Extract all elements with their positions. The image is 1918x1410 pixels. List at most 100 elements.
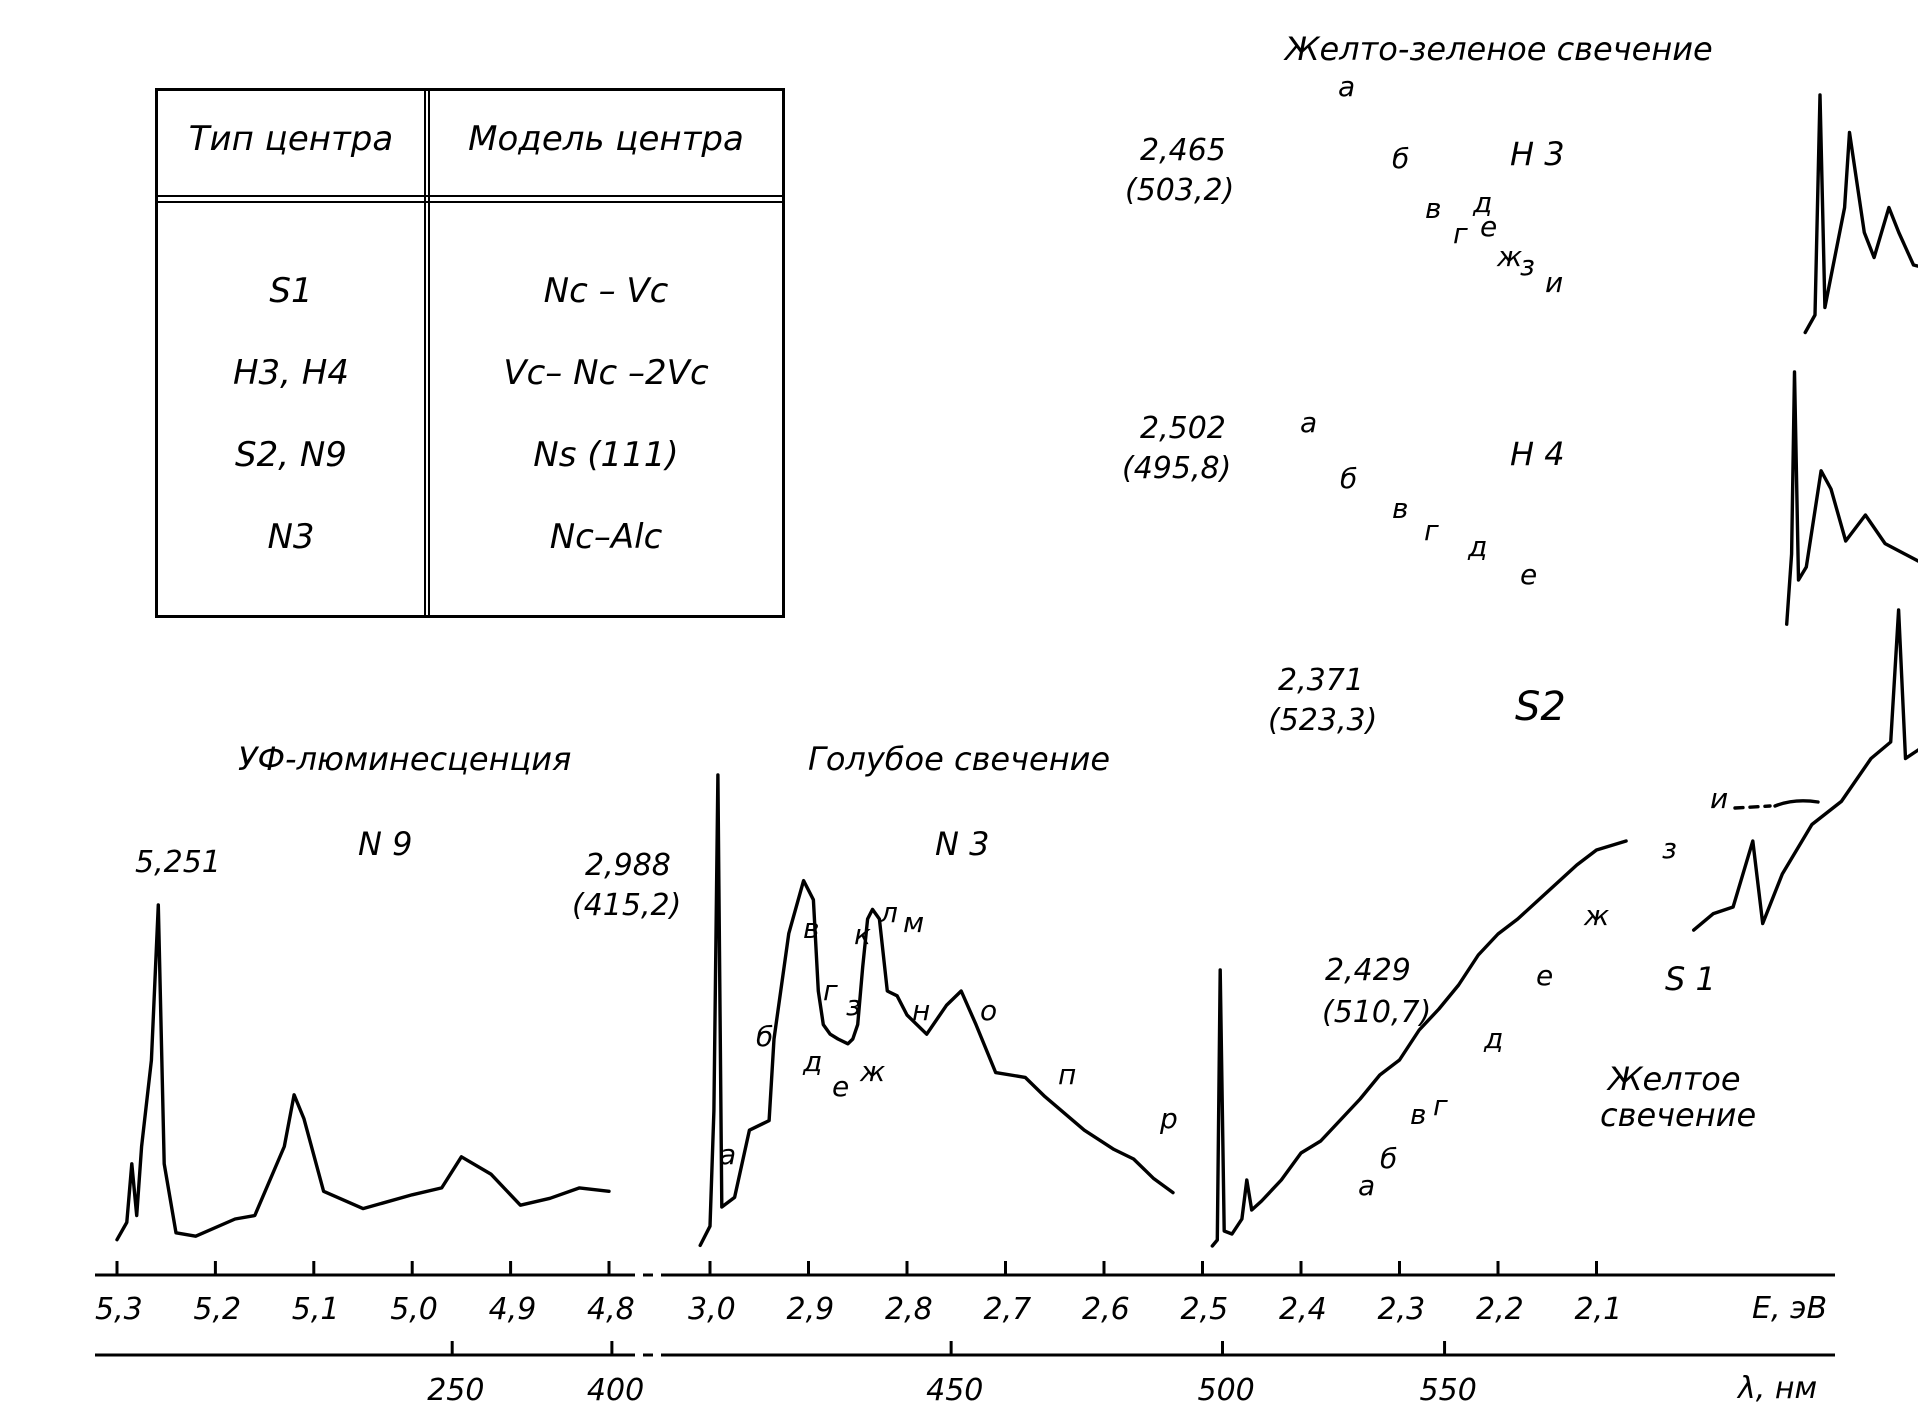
spectrum-curve-s1-tail [1733, 804, 1772, 810]
line-letter-h3: б [1392, 142, 1409, 175]
zpl-label-s2: 2,371 [1278, 663, 1364, 698]
spectrum-curve-s1 [1210, 839, 1628, 1248]
energy-ticks-left: 5,3 5,2 5,1 5,0 4,9 4,8 [95, 1261, 635, 1327]
line-letter-s1: е [1536, 959, 1553, 992]
energy-axis-label: E, эВ [1752, 1291, 1827, 1326]
line-letter-h3: з [1520, 249, 1535, 282]
energy-tick-label: 2,8 [885, 1292, 933, 1327]
table-column-divider [424, 91, 430, 615]
wavelength-tick-label: 400 [587, 1373, 644, 1408]
energy-tick-label: 2,5 [1181, 1292, 1229, 1327]
zpl-label-h4: 2,502 [1140, 411, 1226, 446]
line-letter-n3: б [756, 1020, 773, 1053]
line-letter-n3: о [980, 994, 997, 1027]
table-cell-model: Ns (111) [533, 435, 679, 475]
line-letter-n3: д [802, 1045, 822, 1078]
line-letter-n3: л [879, 896, 898, 929]
energy-tick-label: 2,4 [1279, 1292, 1327, 1327]
group-title-yellow-line1: Желтое [1606, 1060, 1741, 1098]
line-letter-h3: е [1480, 210, 1497, 243]
table-header-model: Модель центра [468, 119, 744, 159]
table-header-type: Тип центра [188, 119, 394, 159]
line-letter-h4: б [1340, 462, 1357, 495]
line-letter-n3: р [1159, 1102, 1178, 1135]
line-letter-s1: а [1358, 1169, 1375, 1202]
table-cell-model: Nc – Vc [543, 271, 669, 311]
energy-tick-label: 2,7 [984, 1292, 1032, 1327]
energy-tick-label: 4,9 [489, 1292, 537, 1327]
spectrum-name-n3: N 3 [935, 825, 989, 863]
line-letter-n3: п [1058, 1058, 1076, 1091]
line-letter-h4: а [1300, 406, 1317, 439]
energy-tick-label: 2,3 [1378, 1292, 1426, 1327]
energy-tick-label: 5,2 [193, 1292, 241, 1327]
energy-tick-label: 5,1 [292, 1292, 340, 1327]
wavelength-tick-label: 500 [1198, 1373, 1255, 1408]
wavelength-ticks: 250 400 450 500 550 [427, 1341, 1477, 1408]
energy-tick-label: 2,9 [787, 1292, 835, 1327]
line-letter-h3: г [1453, 217, 1468, 250]
line-letter-s1: б [1380, 1142, 1397, 1175]
center-table: Тип центра Модель центра S1 Nc – Vc H3, … [155, 88, 785, 618]
line-letter-h3: а [1338, 70, 1355, 103]
energy-tick-label: 2,6 [1082, 1292, 1130, 1327]
line-letter-s1: з [1662, 832, 1677, 865]
group-title-yellow: Желтое свечение [1600, 1060, 1756, 1134]
spectrum-curve-h3 [1803, 93, 1918, 335]
spectrum-name-h4: Н 4 [1510, 435, 1565, 473]
line-letter-h4: е [1520, 558, 1537, 591]
spectrum-curve-n3 [698, 773, 1175, 1248]
line-letter-n3: е [832, 1070, 849, 1103]
line-letter-h3: в [1425, 192, 1442, 225]
energy-tick-label: 5,0 [390, 1292, 438, 1327]
group-title-yellow-line2: свечение [1600, 1096, 1756, 1134]
line-letter-h4: в [1392, 492, 1409, 525]
line-letter-n3: з [846, 989, 861, 1022]
energy-tick-label: 2,2 [1476, 1292, 1524, 1327]
line-letter-s1: ж [1583, 899, 1609, 932]
energy-ticks-right: 3,0 2,9 2,8 2,7 2,6 2,5 2,4 2,3 2,2 2,1 [688, 1261, 1622, 1327]
axes: 5,3 5,2 5,1 5,0 4,9 4,8 3,0 2,9 2,8 2,7 2,6 2,5 2,4… [95, 1261, 1835, 1408]
wavelength-tick-label: 250 [427, 1373, 484, 1408]
line-letter-n3: в [803, 912, 820, 945]
wavelength-tick-label: 550 [1420, 1373, 1477, 1408]
spectrum-name-n9: N 9 [358, 825, 412, 863]
zpl-wavelength-h4: (495,8) [1122, 451, 1231, 486]
table-cell-model: Nc–Alc [549, 517, 663, 557]
table-cell-type: H3, H4 [232, 353, 349, 393]
zpl-wavelength-s1: (510,7) [1322, 995, 1431, 1030]
energy-tick-label: 4,8 [587, 1292, 635, 1327]
spectrum-name-s1: S 1 [1665, 960, 1716, 998]
line-letter-s1: в [1410, 1098, 1427, 1131]
line-letter-h3: ж [1496, 240, 1522, 273]
table-cell-type: S2, N9 [235, 435, 347, 475]
line-letter-n3: н [912, 994, 930, 1027]
group-title-blue: Голубое свечение [808, 740, 1110, 778]
zpl-label-n3: 2,988 [585, 848, 671, 883]
zpl-wavelength-h3: (503,2) [1125, 173, 1234, 208]
spectrum-name-h3: Н 3 [1510, 135, 1565, 173]
spectrum-curve-s2 [1692, 608, 1918, 932]
line-letter-n3: м [903, 906, 924, 939]
line-letter-n3: г [823, 974, 838, 1007]
spectrum-curve-n9 [115, 903, 611, 1242]
line-letter-h3: д [1472, 186, 1492, 219]
line-letter-s1: г [1433, 1089, 1448, 1122]
zpl-label-n9: 5,251 [135, 845, 221, 880]
line-letter-n3: к [854, 918, 871, 951]
line-letter-h3: и [1545, 266, 1563, 299]
spectrum-curve-h4 [1785, 370, 1918, 626]
energy-tick-label: 3,0 [688, 1292, 736, 1327]
table-cell-type: N3 [267, 517, 315, 557]
table-header-divider [158, 195, 782, 203]
line-letter-s1: и [1710, 782, 1728, 815]
line-letter-s1: д [1483, 1022, 1503, 1055]
table-cell-type: S1 [269, 271, 313, 311]
energy-tick-label: 2,1 [1575, 1292, 1623, 1327]
zpl-wavelength-n3: (415,2) [572, 888, 681, 923]
zpl-wavelength-s2: (523,3) [1268, 703, 1377, 738]
line-letter-h4: г [1424, 514, 1439, 547]
table-cell-model: Vc– Nc –2Vc [503, 353, 709, 393]
